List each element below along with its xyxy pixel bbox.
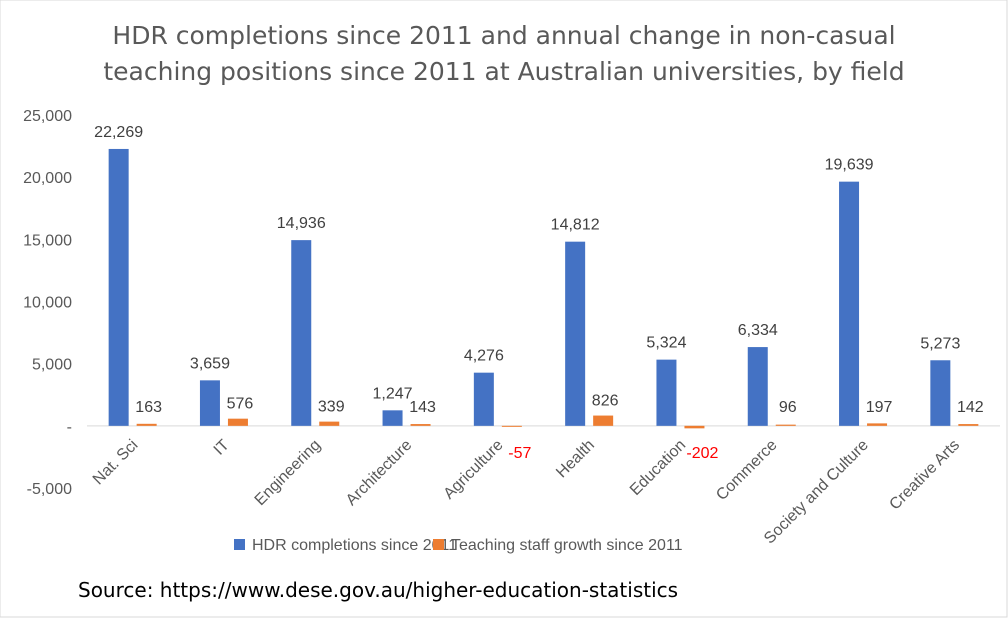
data-label-hdr: 1,247 <box>373 385 413 402</box>
legend-swatch-teaching <box>433 539 444 550</box>
y-tick-label: 15,000 <box>23 232 72 249</box>
bar-hdr-completions <box>747 347 768 426</box>
data-label-teaching: 96 <box>779 399 797 416</box>
bar-hdr-completions <box>656 359 677 426</box>
bar-hdr-completions <box>382 410 403 426</box>
bar-teaching-staff-growth <box>775 424 796 426</box>
data-label-hdr: 5,324 <box>646 335 686 352</box>
data-label-teaching: -57 <box>508 445 531 462</box>
bar-hdr-completions <box>291 240 312 426</box>
bar-teaching-staff-growth <box>501 425 522 427</box>
data-label-hdr: 4,276 <box>464 348 504 365</box>
bar-hdr-completions <box>565 241 586 426</box>
data-label-teaching: 197 <box>866 399 893 416</box>
data-label-hdr: 6,334 <box>738 322 778 339</box>
data-label-teaching: 576 <box>227 396 254 413</box>
bar-teaching-staff-growth <box>684 425 705 429</box>
y-tick-label: - <box>67 419 72 436</box>
data-label-hdr: 19,639 <box>825 157 874 174</box>
bar-hdr-completions <box>930 360 951 426</box>
bar-hdr-completions <box>199 380 220 426</box>
bars-layer <box>108 148 979 429</box>
bar-teaching-staff-growth <box>867 423 888 426</box>
legend-label-hdr: HDR completions since 2011 <box>252 537 457 554</box>
chart-title-line-1: HDR completions since 2011 and annual ch… <box>112 21 895 50</box>
chart-title-line-2: teaching positions since 2011 at Austral… <box>103 57 904 86</box>
bar-teaching-staff-growth <box>319 421 340 426</box>
bar-hdr-completions <box>108 148 129 426</box>
y-tick-label: 10,000 <box>23 295 72 312</box>
legend: HDR completions since 2011 Teaching staf… <box>234 537 683 554</box>
bar-hdr-completions <box>839 181 860 426</box>
bar-teaching-staff-growth <box>410 424 431 426</box>
bar-hdr-completions <box>473 372 494 426</box>
data-label-teaching: 826 <box>592 393 619 410</box>
y-tick-label: 5,000 <box>32 357 72 374</box>
data-label-hdr: 14,812 <box>551 217 600 234</box>
data-label-hdr: 22,269 <box>94 124 143 141</box>
legend-label-teaching: Teaching staff growth since 2011 <box>451 537 683 554</box>
data-label-teaching: 163 <box>135 399 162 416</box>
bar-teaching-staff-growth <box>227 418 248 426</box>
y-tick-label: 20,000 <box>23 170 72 187</box>
data-label-hdr: 3,659 <box>190 355 230 372</box>
bar-teaching-staff-growth <box>136 423 157 426</box>
data-label-teaching: 142 <box>957 399 984 416</box>
data-label-teaching: 339 <box>318 399 345 416</box>
data-label-hdr: 14,936 <box>277 215 326 232</box>
legend-swatch-hdr <box>234 539 245 550</box>
data-label-teaching: 143 <box>409 399 436 416</box>
bar-teaching-staff-growth <box>593 415 614 426</box>
data-label-teaching: -202 <box>686 445 718 462</box>
y-tick-label: -5,000 <box>27 481 72 498</box>
data-label-hdr: 5,273 <box>920 335 960 352</box>
bar-teaching-staff-growth <box>958 424 979 426</box>
y-tick-label: 25,000 <box>23 108 72 125</box>
source-note: Source: https://www.dese.gov.au/higher-e… <box>78 578 679 602</box>
